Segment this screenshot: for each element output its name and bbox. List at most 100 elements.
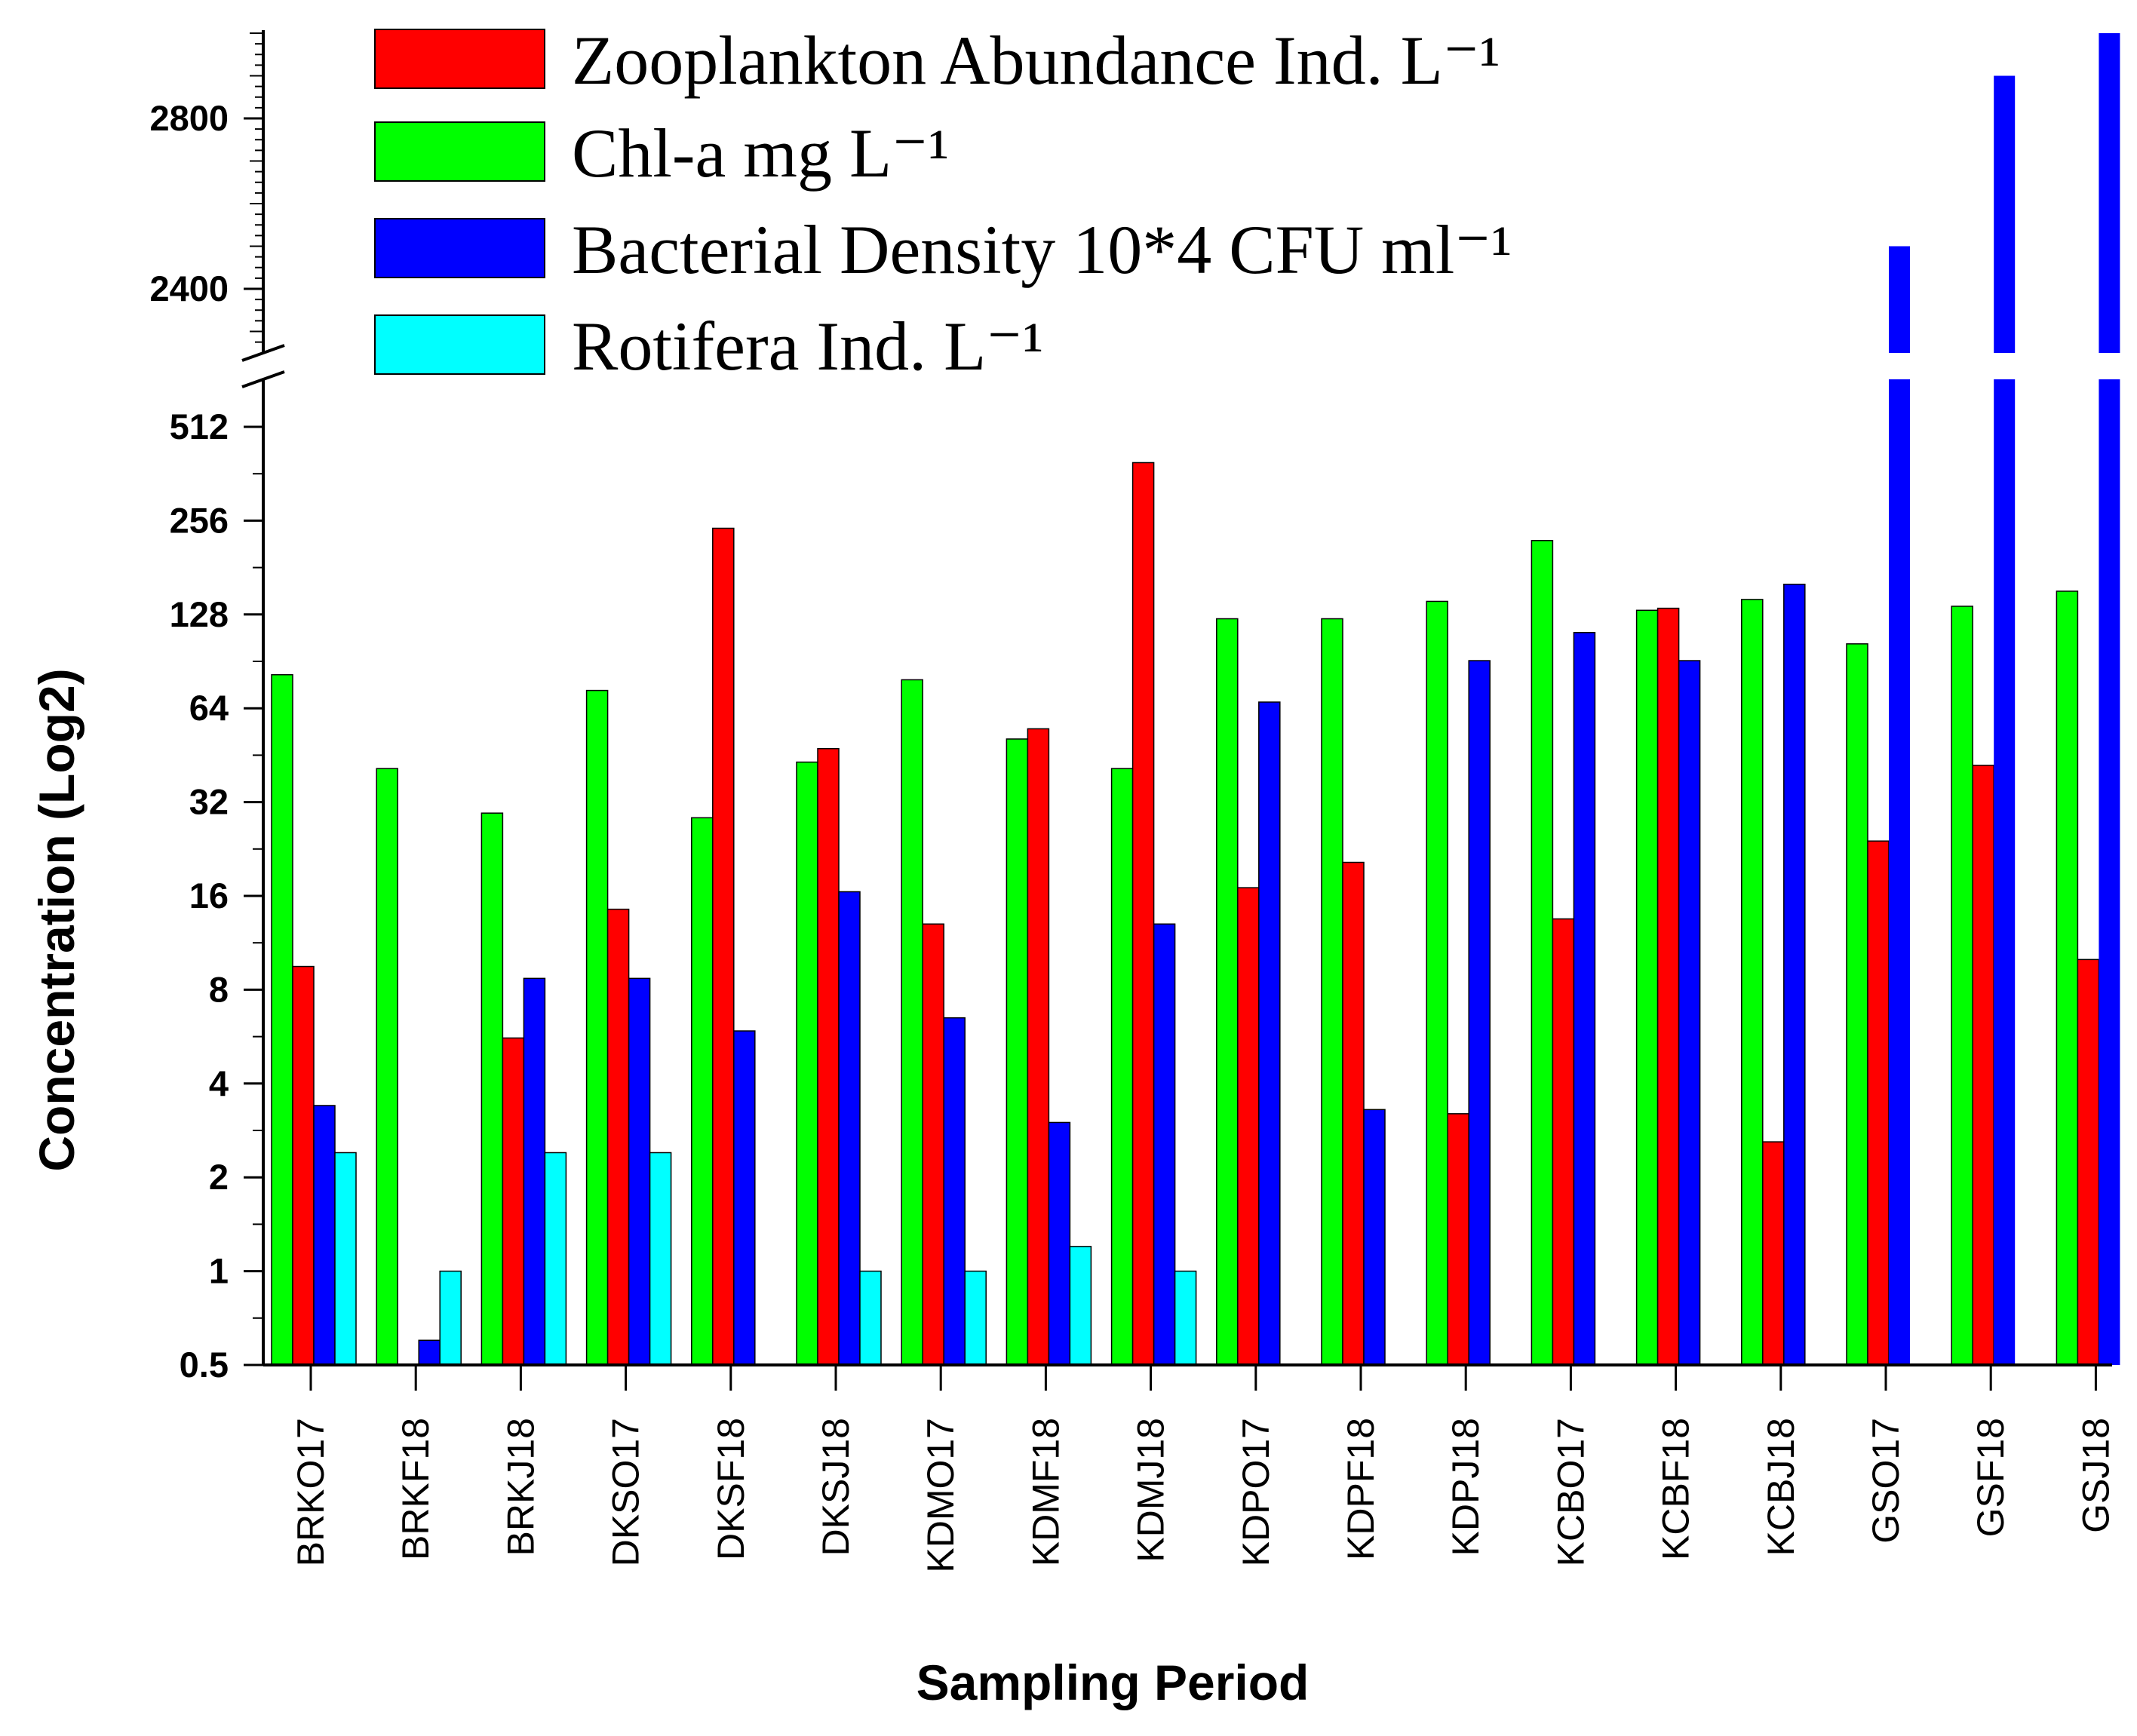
bar-chla-kdpo17 (1216, 618, 1239, 1366)
category-labels-layer: BRKO17 BRKF18 BRKJ18 DKSO17 DKSF18 DKSJ18 KDMO… (290, 1418, 2117, 1573)
bar-zooplankton-brkj18 (502, 1037, 525, 1366)
bar-rotifera-kdmo17 (964, 1270, 987, 1366)
bar-chla-kcbo17 (1531, 540, 1554, 1366)
bar-chla-gso17 (1846, 643, 1868, 1366)
bar-bacterial-kdpo17 (1258, 701, 1281, 1366)
legend-swatch-2 (374, 121, 545, 182)
bar-chla-brkf18 (376, 768, 398, 1366)
legend: Zooplankton Abundance Ind. L⁻¹ Chl-a mg L… (374, 22, 1512, 385)
category-label-brko17: BRKO17 (290, 1418, 332, 1566)
legend-label-4: Rotifera Ind. L⁻¹ (572, 308, 1043, 385)
y-tick-label-2400: 2400 (149, 268, 229, 308)
bar-chla-brkj18 (481, 812, 504, 1366)
bar-bacterial-brko17 (313, 1105, 336, 1366)
legend-swatch-1 (374, 29, 545, 89)
bar-bacterial-kcbf18 (1678, 660, 1701, 1366)
bar-chla-kcbf18 (1635, 609, 1659, 1366)
y-axis-title: Concentration (Log2) (29, 668, 84, 1171)
y-tick-label-256: 256 (170, 500, 229, 540)
bar-chla-kdpj18 (1426, 600, 1448, 1366)
y-tick-label-16: 16 (189, 876, 229, 916)
category-label-kdpj18: KDPJ18 (1445, 1418, 1487, 1556)
bar-chla-gsj18 (2056, 590, 2079, 1366)
x-axis-title: Sampling Period (917, 1655, 1310, 1710)
bar-chla-brko17 (271, 673, 293, 1366)
bar-bacterial-gsj18-upper (2099, 33, 2120, 353)
bar-chla-kdpf18 (1321, 618, 1343, 1366)
category-label-kdmo17: KDMO17 (920, 1418, 962, 1573)
legend-label-3: Bacterial Density 10*4 CFU ml⁻¹ (572, 211, 1512, 288)
category-label-brkf18: BRKF18 (395, 1418, 437, 1560)
bar-chla-dksj18 (796, 761, 818, 1366)
category-label-kcbo17: KCBO17 (1549, 1418, 1592, 1566)
bar-rotifera-brkf18 (439, 1270, 462, 1366)
bar-rotifera-brkj18 (544, 1152, 567, 1366)
legend-swatch-4 (374, 314, 545, 375)
y-tick-label-4: 4 (209, 1063, 229, 1103)
bar-rotifera-kdmj18 (1174, 1270, 1197, 1366)
axis-break-gap (241, 353, 286, 379)
bar-bacterial-gso17-lower (1889, 379, 1910, 1365)
bar-chla-dksf18 (691, 817, 714, 1366)
category-label-kdpf18: KDPF18 (1340, 1418, 1382, 1560)
category-label-gso17: GSO17 (1865, 1418, 1907, 1544)
bar-chla-kdmo17 (901, 679, 923, 1366)
y-tick-label-64: 64 (189, 688, 229, 728)
bar-chla-kdmj18 (1110, 768, 1134, 1366)
category-label-kdmj18: KDMJ18 (1130, 1418, 1172, 1563)
category-label-kcbf18: KCBF18 (1655, 1418, 1697, 1560)
bar-zooplankton-kdpo17 (1237, 887, 1260, 1366)
bar-bacterial-kdpf18 (1363, 1109, 1386, 1366)
legend-swatch-3 (374, 218, 545, 278)
bar-bacterial-dksj18 (838, 891, 861, 1366)
bar-zooplankton-dkso17 (606, 908, 630, 1366)
bar-rotifera-kdmf18 (1069, 1246, 1092, 1366)
bar-bacterial-kdmf18 (1048, 1121, 1071, 1366)
y-tick-label-512: 512 (170, 406, 229, 446)
bar-chla-dkso17 (585, 689, 609, 1366)
ticks-layer: 0.5 1 2 4 8 16 32 64 128 256 512 2400 2800 (149, 32, 2097, 1391)
bar-zooplankton-gsj18 (2077, 958, 2100, 1366)
bar-bacterial-gsf18-lower (1994, 379, 2016, 1365)
bar-zooplankton-kcbf18 (1656, 607, 1680, 1366)
bars-layer (271, 33, 2120, 1366)
bar-bacterial-kcbj18 (1783, 584, 1806, 1366)
y-tick-label-128: 128 (170, 594, 229, 634)
category-label-kcbj18: KCBJ18 (1760, 1418, 1802, 1556)
axis-break-mark-1 (241, 344, 285, 362)
bar-bacterial-kdmj18 (1153, 923, 1176, 1366)
category-label-brkj18: BRKJ18 (499, 1418, 542, 1556)
bar-zooplankton-kdmo17 (922, 923, 944, 1366)
bar-bacterial-brkf18 (418, 1339, 441, 1366)
bar-rotifera-brko17 (334, 1152, 357, 1366)
bar-zooplankton-kdmj18 (1131, 462, 1155, 1366)
y-tick-label-2800: 2800 (149, 98, 229, 138)
bar-zooplankton-kcbj18 (1762, 1141, 1785, 1366)
bar-zooplankton-kdpf18 (1342, 861, 1365, 1366)
category-label-kdpo17: KDPO17 (1235, 1418, 1277, 1566)
category-label-dkso17: DKSO17 (605, 1418, 647, 1566)
legend-label-2: Chl-a mg L⁻¹ (572, 115, 949, 192)
bar-zooplankton-gso17 (1867, 840, 1890, 1366)
bar-bacterial-gsf18-upper (1994, 75, 2016, 353)
bar-zooplankton-kcbo17 (1552, 918, 1575, 1366)
bar-bacterial-dksf18 (733, 1030, 756, 1366)
bar-bacterial-kcbo17 (1573, 632, 1596, 1366)
bar-zooplankton-dksf18 (712, 527, 735, 1366)
bar-chla-gsf18 (1951, 606, 1973, 1366)
bar-bacterial-kdpj18 (1468, 660, 1491, 1366)
bar-zooplankton-kdmf18 (1027, 728, 1050, 1366)
category-label-dksf18: DKSF18 (710, 1418, 752, 1560)
bar-bacterial-gso17-upper (1889, 246, 1910, 353)
bar-zooplankton-brko17 (292, 965, 315, 1366)
bar-bacterial-kdmo17 (943, 1017, 966, 1366)
category-label-gsj18: GSJ18 (2074, 1418, 2117, 1533)
y-tick-label-32: 32 (189, 782, 229, 822)
bar-bacterial-brkj18 (523, 977, 546, 1366)
axes-layer (241, 30, 2112, 1366)
y-tick-label-1: 1 (209, 1251, 229, 1291)
y-tick-label-2: 2 (209, 1157, 229, 1197)
y-tick-label-0.5: 0.5 (180, 1345, 229, 1385)
legend-label-1: Zooplankton Abundance Ind. L⁻¹ (572, 22, 1500, 99)
